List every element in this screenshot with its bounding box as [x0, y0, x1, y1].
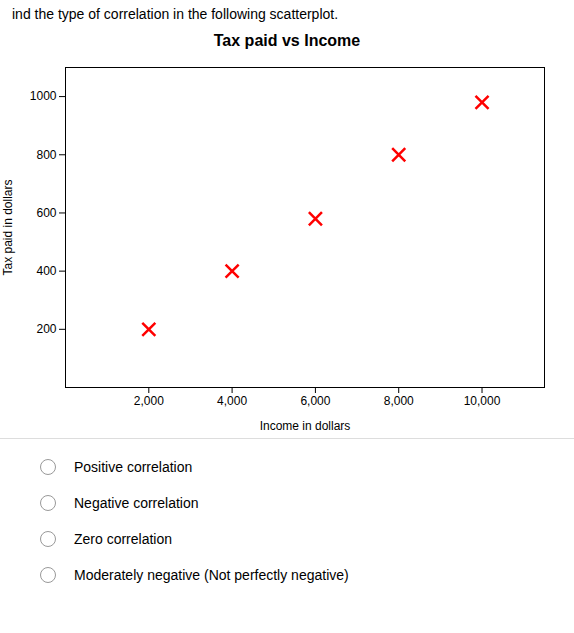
svg-text:400: 400 [36, 264, 56, 278]
svg-text:Tax paid in dollars: Tax paid in dollars [1, 179, 15, 275]
html-text:Positive correlation: Positive correlation [74, 459, 193, 475]
html-text:Tax paid vs Income: Tax paid vs Income [213, 32, 361, 49]
svg-text:2,000: 2,000 [134, 394, 164, 408]
svg-text:Income in dollars: Income in dollars [260, 419, 351, 433]
svg-text:8,000: 8,000 [384, 394, 414, 408]
svg-text:10,000: 10,000 [464, 394, 501, 408]
html-text:ind the type of correlation in: ind the type of correlation in the follo… [12, 6, 339, 22]
svg-text:4,000: 4,000 [217, 394, 247, 408]
html-text:Zero correlation: Zero correlation [74, 531, 172, 547]
svg-text:6,000: 6,000 [300, 394, 330, 408]
svg-text:800: 800 [36, 148, 56, 162]
html-text:Negative correlation: Negative correlation [74, 495, 199, 511]
svg-text:1000: 1000 [30, 89, 57, 103]
svg-text:600: 600 [36, 206, 56, 220]
html-text:Moderately negative (Not perfe: Moderately negative (Not perfectly negat… [74, 567, 349, 583]
svg-text:200: 200 [36, 322, 56, 336]
